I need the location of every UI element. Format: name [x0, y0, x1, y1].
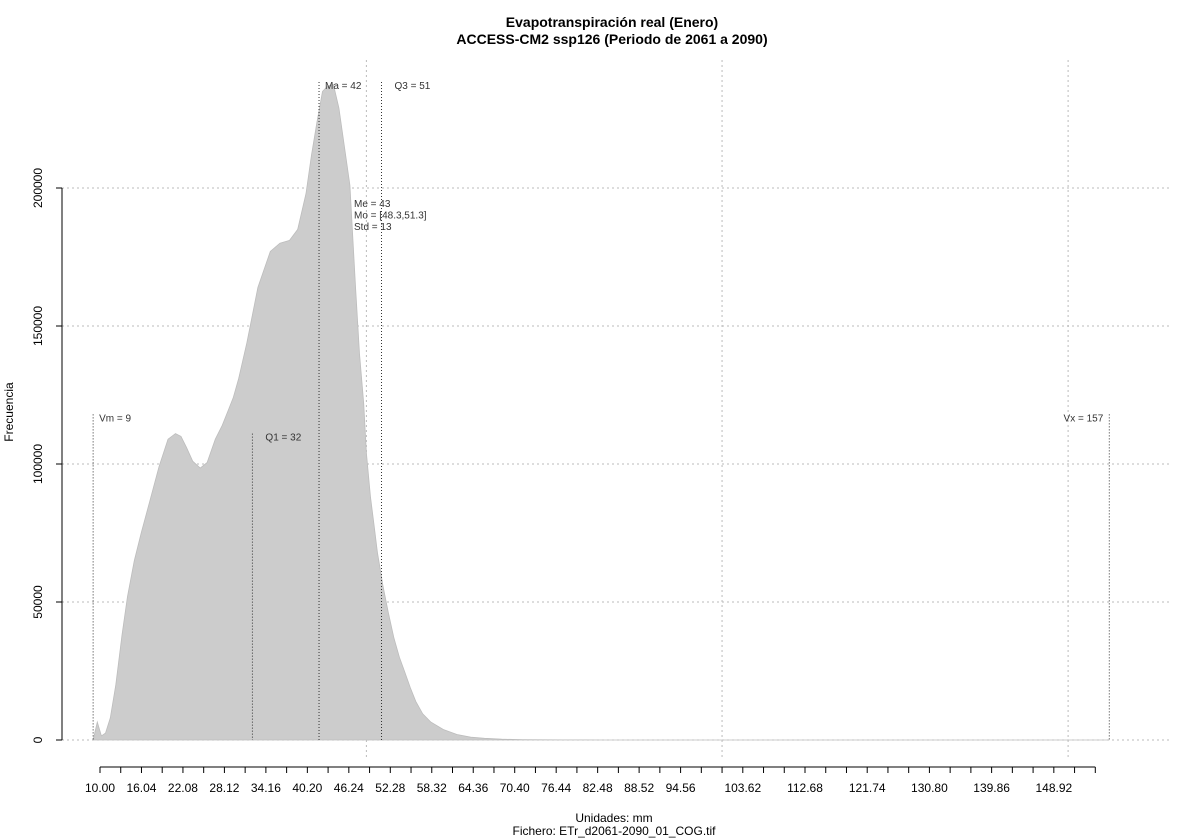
x-tick-label: 34.16 — [251, 781, 281, 795]
x-tick-label: 52.28 — [375, 781, 405, 795]
x-tick-label: 16.04 — [126, 781, 156, 795]
x-tick-label: 46.24 — [334, 781, 364, 795]
marker-label: Vx = 157 — [1064, 413, 1104, 424]
stat-label: Mo = [48.3,51.3] — [354, 211, 427, 222]
marker-label: Q3 = 51 — [395, 81, 431, 92]
y-tick-label: 100000 — [31, 444, 45, 484]
y-tick-label: 0 — [31, 736, 45, 743]
x-tick-label: 64.36 — [458, 781, 488, 795]
vertical-markers: Vm = 9 Q1 = 32 Ma = 42 Q3 = 51 Vx = 157 — [92, 81, 1110, 740]
x-axis-label: Unidades: mm — [575, 811, 652, 825]
marker-label: Vm = 9 — [99, 413, 131, 424]
y-axis-label: Frecuencia — [2, 382, 16, 442]
x-tick-label: 139.86 — [973, 781, 1010, 795]
x-tick-label: 70.40 — [500, 781, 530, 795]
x-tick-label: 82.48 — [583, 781, 613, 795]
y-tick-label: 200000 — [31, 168, 45, 208]
y-axis: 0 50000 100000 150000 200000 — [31, 168, 63, 743]
y-tick-label: 150000 — [31, 306, 45, 346]
marker-label: Ma = 42 — [325, 81, 362, 92]
x-tick-label: 76.44 — [541, 781, 571, 795]
x-tick-label: 121.74 — [849, 781, 886, 795]
x-tick-label: 28.12 — [209, 781, 239, 795]
x-tick-label: 94.56 — [666, 781, 696, 795]
x-tick-label: 10.00 — [85, 781, 115, 795]
x-tick-label: 130.80 — [911, 781, 948, 795]
x-axis: 10.00 16.04 22.08 28.12 34.16 40.20 46.24 52.28… — [85, 766, 1096, 795]
x-tick-label: 22.08 — [168, 781, 198, 795]
plot-area — [92, 84, 1110, 741]
footer-filename: Fichero: ETr_d2061-2090_01_COG.tif — [513, 824, 717, 838]
y-tick-label: 50000 — [31, 585, 45, 619]
x-tick-label: 103.62 — [724, 781, 761, 795]
x-tick-label: 40.20 — [292, 781, 322, 795]
x-tick-label: 148.92 — [1035, 781, 1072, 795]
chart-subtitle: ACCESS-CM2 ssp126 (Periodo de 2061 a 209… — [456, 31, 767, 47]
x-tick-label: 88.52 — [624, 781, 654, 795]
chart-title: Evapotranspiración real (Enero) — [506, 14, 718, 30]
x-tick-label: 58.32 — [417, 781, 447, 795]
marker-label: Q1 = 32 — [265, 433, 301, 444]
grid-lines — [62, 60, 1170, 760]
stat-label: Std = 13 — [354, 222, 392, 233]
x-tick-label: 112.68 — [787, 781, 823, 795]
stat-label: Me = 43 — [354, 199, 391, 210]
frequency-area — [92, 84, 1110, 741]
